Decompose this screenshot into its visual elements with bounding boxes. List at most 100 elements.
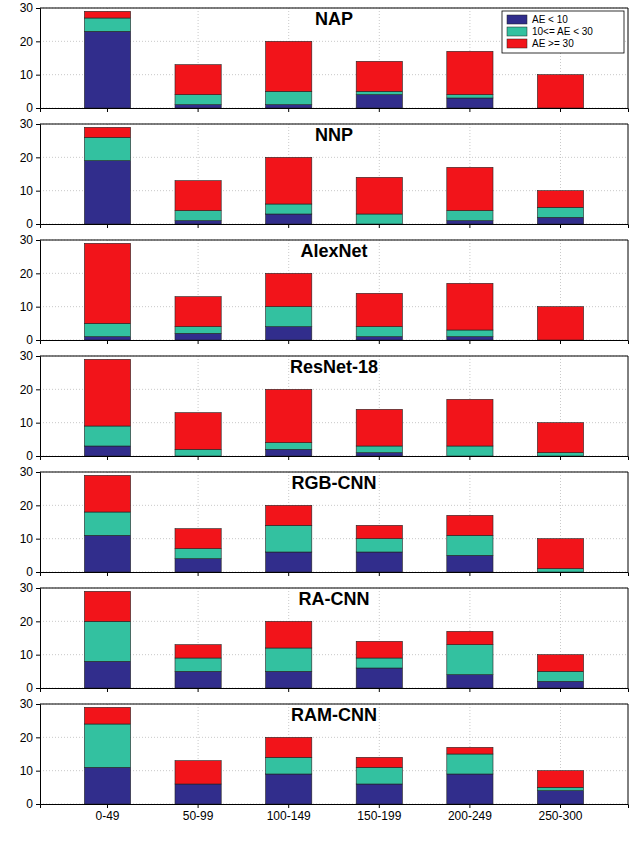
legend-box (502, 11, 624, 53)
bar (356, 641, 402, 658)
bar (266, 307, 312, 327)
tick-label: 100-149 (267, 809, 311, 823)
bar (447, 747, 493, 754)
bar (84, 137, 130, 160)
bar (537, 217, 583, 224)
legend: AE < 1010<= AE < 30AE >= 30 (502, 11, 624, 53)
tick-mark (36, 655, 40, 656)
tick-mark (560, 224, 561, 228)
bar (356, 214, 402, 224)
tick (288, 572, 289, 576)
bar (537, 787, 583, 790)
bar (356, 293, 402, 326)
tick: 30 (20, 465, 40, 479)
tick: 30 (20, 581, 40, 595)
tick-mark (198, 688, 199, 692)
tick-mark (36, 539, 40, 540)
bar (84, 31, 130, 108)
tick-mark (36, 8, 40, 9)
bar (356, 91, 402, 94)
axis-line (36, 473, 41, 573)
title: NNP (315, 125, 353, 145)
tick-mark (288, 804, 289, 808)
tick-mark (560, 108, 561, 112)
tick: 30 (20, 349, 40, 363)
bar (356, 767, 402, 784)
tick (198, 224, 199, 228)
tick-label: 10 (20, 416, 34, 430)
tick-mark (107, 108, 108, 112)
bar (175, 221, 221, 224)
y-axis: 0102030 (20, 349, 41, 463)
bar (84, 426, 130, 446)
x-axis: 0-4950-99100-149150-199200-249250-300 (41, 804, 629, 823)
tick-mark (107, 456, 108, 460)
bar (447, 446, 493, 456)
tick-mark (36, 356, 40, 357)
tick-mark (36, 771, 40, 772)
tick-mark (469, 456, 470, 460)
series (84, 18, 493, 105)
tick-mark (36, 737, 40, 738)
tick-mark (36, 224, 40, 225)
tick: 100-149 (267, 804, 311, 823)
tick (560, 340, 561, 344)
frame (628, 240, 629, 340)
bar (175, 413, 221, 450)
tick: 150-199 (357, 804, 401, 823)
tick-label: 200-249 (448, 809, 492, 823)
tick (198, 340, 199, 344)
tick (379, 572, 380, 576)
tick: 10 (20, 764, 40, 778)
tick (107, 456, 108, 460)
tick-label: 10 (20, 648, 34, 662)
bar (175, 645, 221, 658)
tick-label: 20 (20, 151, 34, 165)
bar (84, 18, 130, 31)
tick-mark (379, 804, 380, 808)
grid (40, 472, 628, 572)
series (84, 31, 493, 108)
bar (447, 337, 493, 340)
tick-mark (198, 456, 199, 460)
panel: 0102030RGB-CNN (20, 465, 629, 579)
bar (84, 661, 130, 688)
x-axis (41, 340, 629, 344)
bar (447, 555, 493, 572)
bar (84, 621, 130, 661)
tick (379, 340, 380, 344)
tick-label: 30 (20, 581, 34, 595)
bar (537, 539, 583, 569)
grid (40, 124, 628, 224)
tick-mark (36, 472, 40, 473)
legend-label: AE < 10 (532, 14, 568, 25)
tick-mark (36, 273, 40, 274)
bar (175, 784, 221, 804)
bar (537, 771, 583, 788)
axis-line (36, 357, 41, 457)
y-axis: 0102030 (20, 581, 41, 695)
tick (469, 456, 470, 460)
tick: 0 (26, 797, 40, 811)
tick: 0 (26, 217, 40, 231)
grid-x (107, 240, 560, 340)
tick-mark (198, 108, 199, 112)
tick-mark (36, 588, 40, 589)
bar (537, 453, 583, 456)
y-axis: 0102030 (20, 233, 41, 347)
tick-mark (379, 572, 380, 576)
bar (537, 671, 583, 681)
tick-mark (36, 423, 40, 424)
bar (266, 214, 312, 224)
bar (447, 167, 493, 210)
tick (107, 688, 108, 692)
tick-label: 20 (20, 731, 34, 745)
figure: 0102030NAPAE < 1010<= AE < 30AE >= 30010… (0, 0, 640, 847)
series (84, 621, 583, 681)
frame (628, 472, 629, 572)
bar (447, 645, 493, 675)
tick-mark (469, 108, 470, 112)
bar (266, 671, 312, 688)
bar (447, 535, 493, 555)
bar (356, 539, 402, 552)
